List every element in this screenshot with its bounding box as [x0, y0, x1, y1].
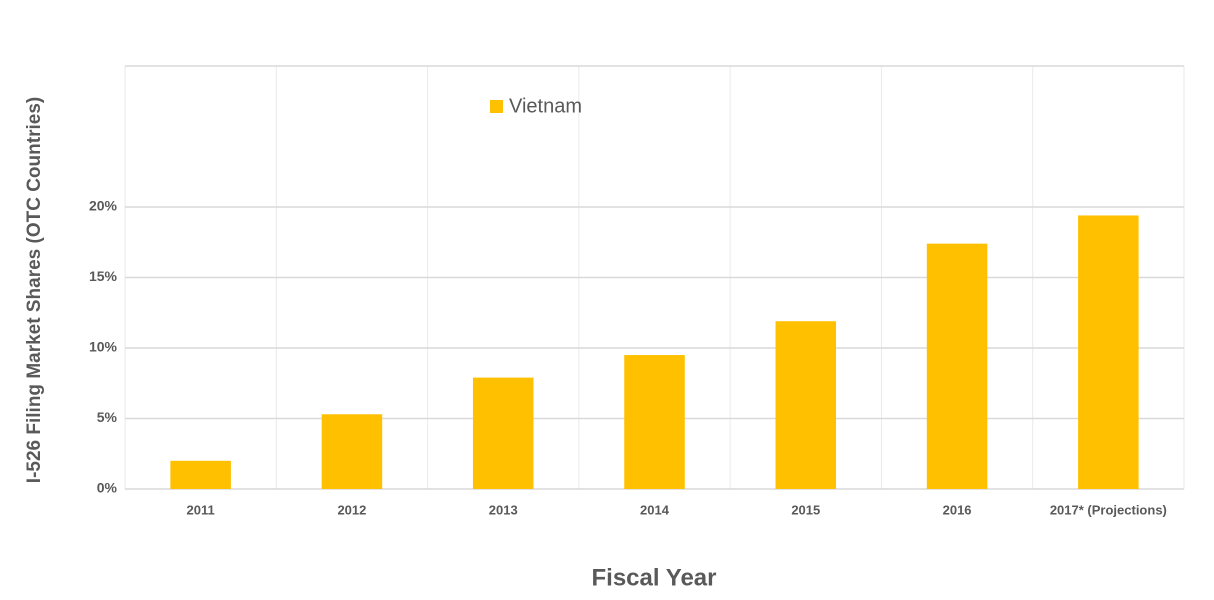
bar — [926, 243, 988, 489]
x-tick-label: 2016 — [943, 502, 972, 517]
bar — [472, 377, 534, 489]
y-axis-title: I-526 Filing Market Shares (OTC Countrie… — [24, 97, 45, 483]
y-tick-label: 0% — [97, 480, 118, 496]
x-tick-label: 2015 — [791, 502, 820, 517]
bar — [170, 460, 231, 489]
bar — [321, 414, 383, 489]
x-tick-label: 2012 — [337, 502, 366, 517]
x-tick-label: 2011 — [187, 502, 215, 517]
x-tick-label: 2017* (Projections) — [1050, 502, 1167, 517]
legend-swatch — [490, 100, 503, 113]
x-tick-label: 2014 — [640, 502, 670, 517]
bar — [775, 321, 837, 489]
x-axis-title: Fiscal Year — [592, 564, 717, 591]
y-tick-label: 5% — [97, 409, 118, 425]
x-tick-label: 2013 — [489, 502, 518, 517]
y-tick-label: 15% — [89, 268, 118, 284]
bar — [1078, 215, 1139, 489]
y-tick-label: 20% — [89, 198, 118, 214]
legend-label: Vietnam — [509, 95, 582, 117]
y-tick-label: 10% — [89, 339, 118, 355]
bar — [624, 355, 685, 489]
